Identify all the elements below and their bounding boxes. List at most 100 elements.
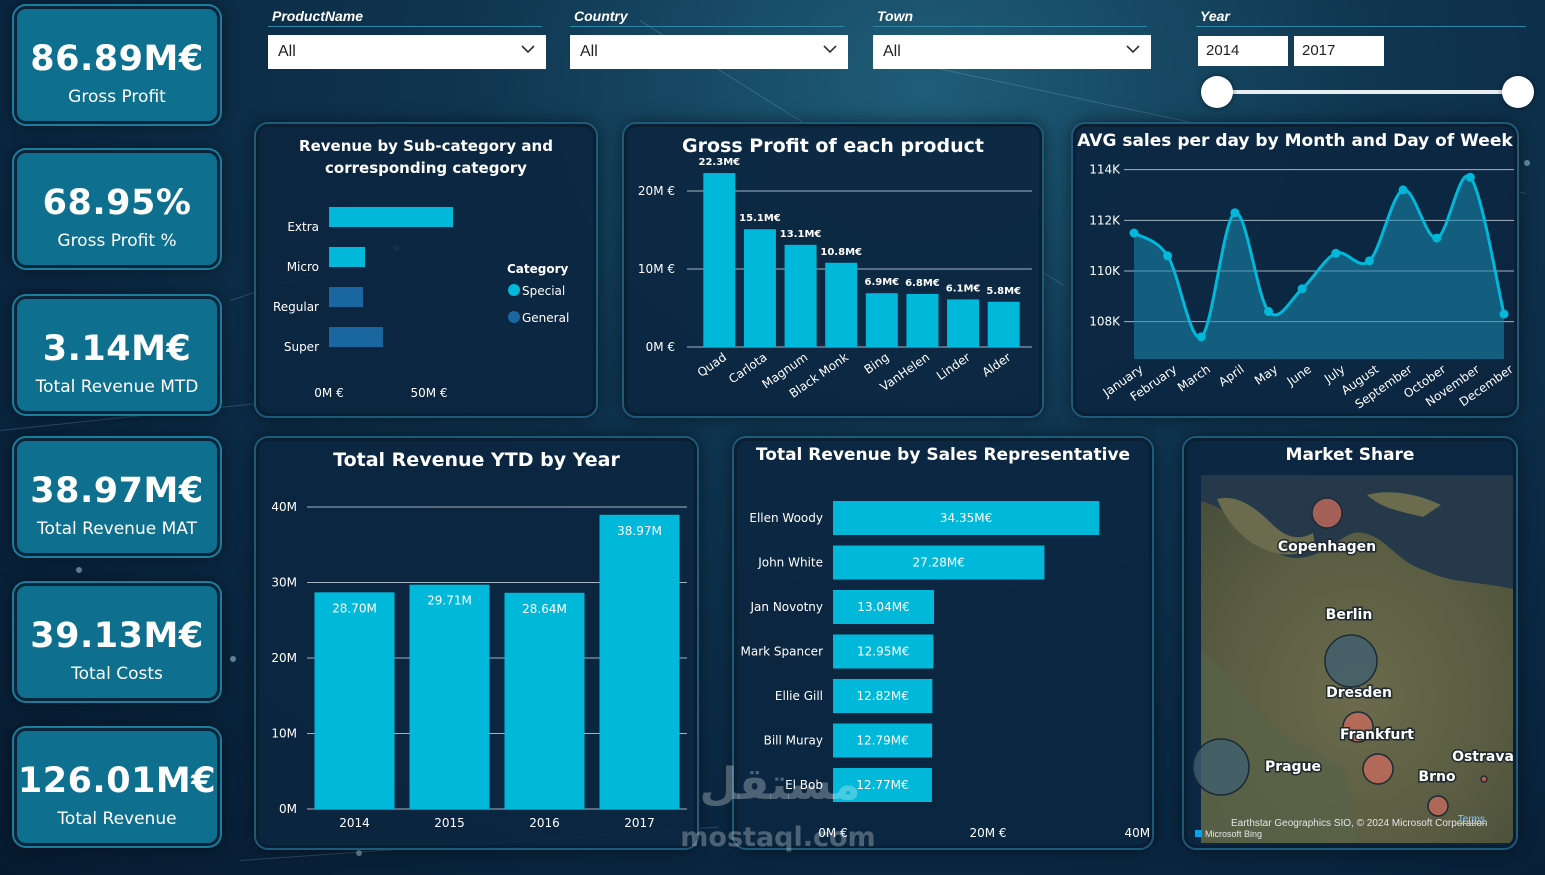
year-slider-track[interactable] — [1216, 90, 1518, 94]
map-terrain — [1201, 651, 1357, 843]
ytd-chart: 0M 10M 20M 30M 40M 28.70M 2014 29.71M 2015 28.64M… — [271, 500, 687, 830]
bar — [409, 584, 490, 809]
map-attribution: Earthstar Geographics SIO, © 2024 Micros… — [1231, 818, 1488, 829]
data-label: 13.1M€ — [780, 229, 822, 240]
country-dropdown[interactable]: All — [570, 35, 848, 69]
x-tick-label: 2015 — [434, 816, 465, 830]
market-share-bubble[interactable] — [1311, 497, 1343, 529]
y-tick-label: 110K — [1089, 264, 1121, 278]
kpi-gross-profit: 86.89M€ Gross Profit — [14, 6, 220, 124]
bar — [329, 207, 453, 227]
bar — [329, 327, 383, 347]
chevron-down-icon — [1126, 45, 1140, 54]
market-share-bubble[interactable] — [1192, 738, 1250, 796]
data-label: 27.28M€ — [913, 556, 965, 570]
product-dropdown-value: All — [278, 43, 296, 60]
market-share-bubble[interactable] — [1362, 753, 1394, 785]
city-label: Berlin — [1326, 607, 1373, 623]
country-slicer-title: Country — [570, 8, 844, 27]
subcategory-chart: Extra Micro Regular Super 0M € 50M € Category S… — [273, 207, 569, 400]
y-tick-label: 114K — [1089, 163, 1121, 177]
ytd-title: Total Revenue YTD by Year — [333, 449, 620, 471]
bar — [833, 501, 1100, 535]
avg-sales-title: AVG sales per day by Month and Day of We… — [1077, 131, 1513, 151]
bar — [865, 293, 898, 347]
data-label: 12.82M€ — [857, 689, 909, 703]
x-tick-label: May — [1252, 362, 1280, 388]
category-label: Regular — [273, 300, 319, 314]
data-label: 28.70M — [332, 601, 377, 615]
category-label: John White — [757, 556, 823, 570]
data-point — [1264, 307, 1274, 317]
year-slider-start-handle[interactable] — [1201, 76, 1233, 108]
kpi-label: Total Costs — [71, 664, 163, 684]
kpi-value: 38.97M€ — [30, 471, 204, 511]
kpi-total-costs: 39.13M€ Total Costs — [14, 583, 220, 701]
data-point — [1230, 208, 1240, 218]
bar — [947, 299, 980, 347]
kpi-total-revenue-mtd: 3.14M€ Total Revenue MTD — [14, 296, 220, 414]
category-label: Bill Muray — [764, 734, 823, 748]
market-share-bubble[interactable] — [1480, 775, 1488, 783]
year-from-input[interactable]: 2014 — [1198, 36, 1288, 66]
x-tick-label: April — [1216, 362, 1247, 389]
watermark-arabic: مستقل — [699, 759, 861, 810]
data-point — [1499, 309, 1509, 319]
data-label: 12.95M€ — [857, 645, 909, 659]
year-slicer-title: Year — [1196, 8, 1526, 27]
x-tick-label: 2017 — [624, 816, 655, 830]
x-tick-label: 2016 — [529, 816, 560, 830]
legend-title: Category — [507, 262, 569, 276]
country-dropdown-value: All — [580, 43, 598, 60]
year-slicer: Year 2014 2017 — [1196, 8, 1534, 108]
market-share-map[interactable]: Copenhagen Berlin Dresden Prague Frankfurt Br… — [1187, 471, 1513, 843]
data-label: 6.9M€ — [865, 277, 900, 288]
data-point — [1398, 185, 1408, 195]
kpi-gross-profit-pct: 68.95% Gross Profit % — [14, 150, 220, 268]
data-label: 6.8M€ — [905, 278, 940, 289]
y-tick-label: 10M € — [638, 262, 675, 276]
bar — [703, 173, 736, 347]
kpi-value: 3.14M€ — [42, 329, 192, 369]
town-slicer-title: Town — [873, 8, 1147, 27]
market-share-bubble[interactable] — [1324, 634, 1378, 688]
city-label: Prague — [1265, 759, 1321, 775]
town-dropdown[interactable]: All — [873, 35, 1151, 69]
market-share-bubble[interactable] — [1342, 711, 1374, 743]
y-tick-label: 0M € — [646, 340, 675, 354]
year-slider-end-handle[interactable] — [1502, 76, 1534, 108]
bar — [504, 592, 585, 809]
product-dropdown[interactable]: All — [268, 35, 546, 69]
y-tick-label: 40M — [271, 500, 297, 514]
data-point — [1432, 233, 1442, 243]
x-tick-label: Linder — [934, 350, 973, 383]
map-terms-link[interactable]: Terms — [1457, 814, 1485, 825]
x-tick-label: March — [1175, 362, 1213, 394]
category-label: Micro — [287, 260, 319, 274]
bar — [314, 592, 395, 809]
kpi-label: Total Revenue MTD — [35, 377, 199, 397]
category-label: Jan Novotny — [750, 600, 824, 614]
map-island — [1367, 492, 1441, 517]
category-label: Mark Spancer — [740, 645, 823, 659]
bar — [743, 229, 776, 347]
data-point — [1331, 248, 1341, 258]
bar — [329, 287, 363, 307]
legend-label: Special — [522, 284, 565, 298]
bing-logo: Microsoft Bing — [1195, 829, 1262, 839]
bar — [833, 679, 933, 713]
legend-label: General — [522, 311, 569, 325]
category-label: Ellen Woody — [749, 511, 823, 525]
year-to-input[interactable]: 2017 — [1294, 36, 1384, 66]
bar — [833, 590, 935, 624]
x-tick-label: 20M € — [969, 826, 1006, 840]
chevron-down-icon — [823, 45, 837, 54]
kpi-label: Total Revenue MAT — [37, 519, 197, 539]
data-label: 13.04M€ — [857, 600, 909, 614]
market-share-bubble[interactable] — [1427, 795, 1449, 817]
bar — [599, 514, 680, 809]
data-label: 6.1M€ — [946, 283, 981, 294]
y-tick-label: 30M — [271, 576, 297, 590]
salesrep-chart: 34.35M€ Ellen Woody 27.28M€ John White 13.04… — [740, 501, 1149, 840]
country-slicer: Country All — [570, 8, 848, 69]
